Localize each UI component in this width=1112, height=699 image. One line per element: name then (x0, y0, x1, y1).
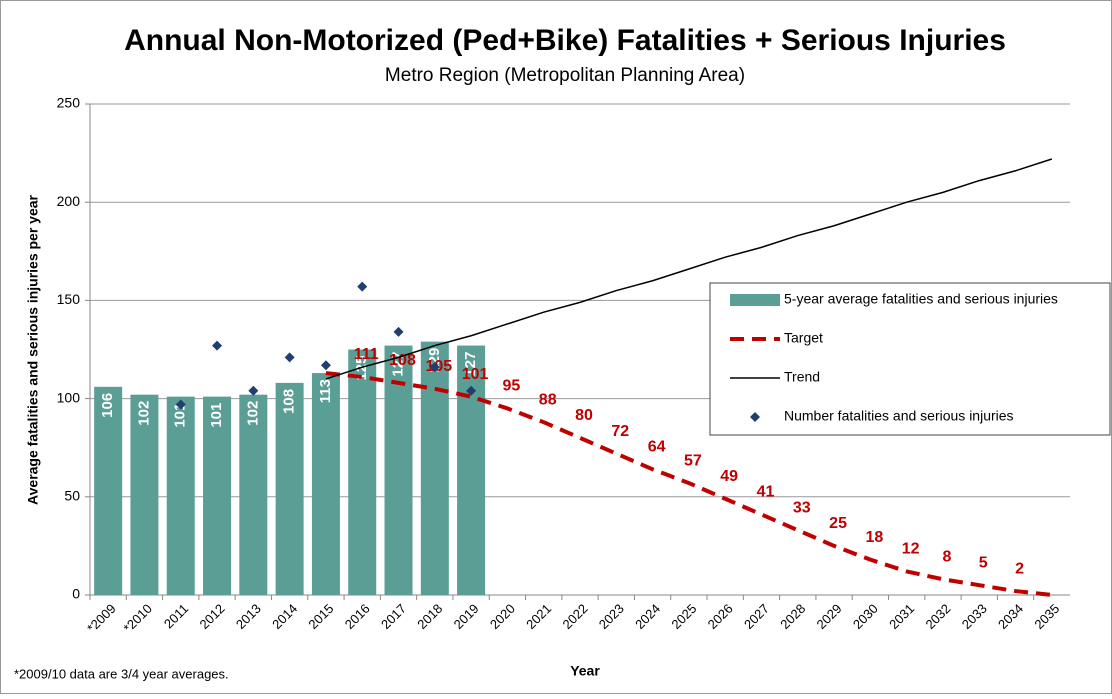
legend-symbol (730, 294, 780, 306)
bar-value-label: 108 (281, 389, 298, 414)
y-axis-label: Average fatalities and serious injuries … (25, 194, 41, 505)
bar-value-label: 127 (389, 352, 406, 377)
legend-label: Number fatalities and serious injuries (784, 408, 1014, 424)
data-label: 5 (979, 554, 988, 571)
bar (275, 382, 304, 595)
data-label: 25 (829, 515, 847, 532)
marker (320, 360, 331, 371)
footnote: *2009/10 data are 3/4 year averages. (14, 666, 229, 681)
data-label: 12 (902, 541, 920, 558)
data-label: 8 (943, 549, 952, 566)
data-label: 72 (611, 423, 629, 440)
chart-subtitle: Metro Region (Metropolitan Planning Area… (385, 65, 745, 86)
data-label: 64 (648, 439, 666, 456)
line (325, 158, 1053, 380)
bar-value-label: 101 (208, 403, 225, 428)
bar-value-label: 127 (462, 352, 479, 377)
bar-value-label: 102 (135, 401, 152, 426)
data-label: 33 (793, 499, 811, 516)
marker (393, 326, 404, 337)
marker (212, 340, 223, 351)
data-label: 88 (539, 391, 557, 408)
data-label: 41 (757, 484, 775, 501)
legend-label: Trend (784, 369, 820, 385)
bar (166, 396, 195, 595)
data-label: 2 (1015, 560, 1024, 577)
bar (420, 341, 449, 595)
line (325, 371, 1053, 597)
bar-value-label: 101 (172, 403, 189, 428)
data-label: 101 (462, 366, 489, 383)
marker (466, 385, 477, 396)
data-label: 49 (720, 468, 738, 485)
chart-title: Annual Non-Motorized (Ped+Bike) Fataliti… (124, 24, 1006, 57)
marker (175, 399, 186, 410)
data-label: 57 (684, 452, 702, 469)
x-axis-label: Year (570, 663, 600, 679)
y-tick-label: 150 (57, 291, 81, 307)
data-label: 80 (575, 407, 593, 424)
data-label: 111 (354, 346, 379, 363)
marker (357, 281, 368, 292)
bar (457, 345, 486, 595)
marker (248, 385, 259, 396)
data-label: 18 (865, 529, 883, 546)
bar-value-label: 102 (244, 401, 261, 426)
y-tick-label: 100 (57, 389, 81, 405)
y-tick-label: 50 (64, 488, 80, 504)
y-tick-label: 200 (57, 193, 81, 209)
data-label: 95 (503, 378, 521, 395)
legend-label: 5-year average fatalities and serious in… (784, 291, 1058, 307)
legend-box (709, 282, 1111, 436)
bar (311, 373, 340, 595)
marker (429, 362, 440, 373)
y-tick-label: 0 (72, 586, 80, 602)
bar-value-label: 113 (317, 379, 334, 403)
legend-symbol (750, 412, 760, 422)
bar (239, 394, 268, 595)
bar (203, 396, 232, 595)
bar (348, 349, 377, 595)
data-label: 108 (389, 352, 416, 369)
marker (284, 352, 295, 363)
legend-label: Target (784, 330, 823, 346)
bar-value-label: 106 (99, 393, 116, 418)
bar (130, 394, 159, 595)
bar (384, 345, 413, 595)
y-tick-label: 250 (57, 95, 81, 111)
bar (94, 386, 123, 595)
